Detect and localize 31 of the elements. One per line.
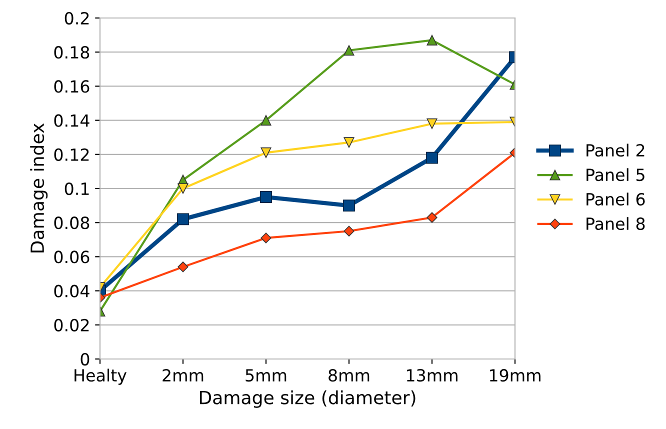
legend-label: Panel 5 [586,168,644,182]
y-tick-label: 0.12 [54,148,89,161]
legend-label: Panel 8 [586,217,645,230]
x-tick-label: 8mm [328,369,370,382]
y-tick-label: 0 [80,352,90,366]
legend-label: Panel 6 [586,192,645,206]
x-tick-label: 2mm [162,369,204,382]
y-tick-label: 0.1 [64,182,89,196]
y-tick-label: 0.06 [54,250,90,264]
point [260,191,272,203]
y-tick-label: 0.18 [54,46,90,59]
point [344,45,354,56]
x-tick-label: 19mm [490,369,540,382]
y-tick-label: 0.16 [54,80,90,93]
legend-label: Panel 2 [586,144,644,157]
x-tick-label: Healty [74,368,127,385]
point [343,200,355,212]
x-tick-label: 13mm [406,369,458,382]
point [344,226,354,236]
y-axis-title: Damage index [30,123,48,252]
y-tick-label: 0.04 [54,284,90,298]
y-tick-label: 0.14 [54,114,90,127]
point [260,232,272,244]
y-tick-label: 0.2 [64,12,89,25]
y-tick-label: 0.02 [54,318,89,332]
x-axis-title: Damage size (diameter) [200,390,416,408]
point [260,147,272,158]
point [260,115,272,126]
point [344,137,354,148]
x-tick-label: 5mm [246,369,286,382]
y-tick-label: 0.08 [54,216,90,230]
